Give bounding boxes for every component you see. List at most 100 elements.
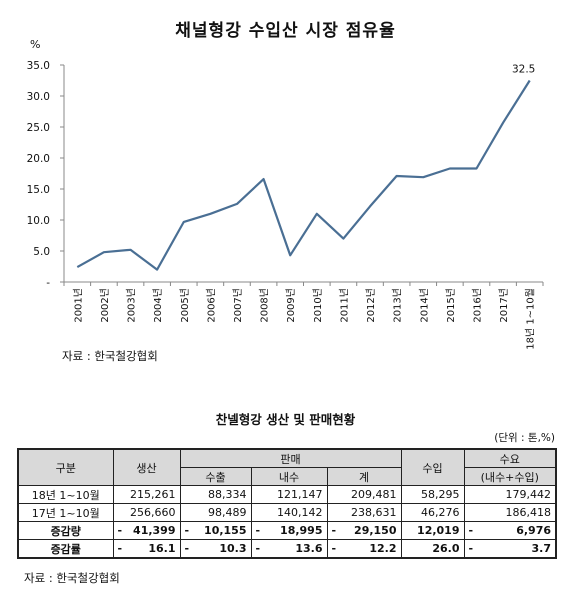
x-tick-label: 2012년: [365, 288, 377, 323]
production-sales-table: 구분 생산 판매 수입 수요 수출 내수 계 (내수+수입) 18년 1~10월…: [17, 448, 557, 559]
cell-export: 98,489: [179, 503, 252, 522]
row-label: 증감량: [17, 521, 114, 540]
cell-production: 256,660: [112, 503, 181, 522]
neg-sign: -: [255, 542, 261, 555]
cell-export: - 10,155: [179, 521, 252, 540]
x-tick-label: 2017년: [498, 288, 510, 323]
neg-sign: -: [184, 524, 190, 537]
cell-value: 18,995: [280, 524, 323, 537]
cell-value: 12.2: [369, 542, 397, 555]
x-axis: 2001년 2002년 2003년 2004년 2005년 2006년 2007년 2008년…: [63, 281, 544, 350]
x-tick-label: 2003년: [126, 288, 138, 323]
table-row: 증감량 -41,399 -10,155 -18,995 -29,150 12,0…: [17, 521, 557, 540]
x-tick-label: 2008년: [259, 288, 271, 323]
y-axis: % - 5.0 10.0 15.0 20.0 25.0 30.0 35.0: [27, 38, 65, 289]
y-tick-label: 15.0: [27, 184, 50, 196]
series-market-share: 32.5: [76, 64, 535, 271]
cell-demand: - 6,976: [463, 521, 557, 540]
x-tick-label: 2001년: [72, 288, 84, 323]
neg-sign: -: [468, 542, 474, 555]
x-tick-label: 2005년: [179, 288, 191, 323]
neg-sign: -: [117, 542, 123, 555]
cell-production: - 16.1: [112, 539, 181, 559]
y-tick-label: 35.0: [27, 60, 50, 72]
header-production: 생산: [112, 448, 181, 486]
y-tick-label: 20.0: [27, 153, 50, 165]
row-label: 17년 1~10월: [17, 503, 114, 522]
cell-value: 41,399: [133, 524, 176, 537]
cell-total: 209,481: [326, 485, 402, 504]
cell-export: 88,334: [179, 485, 252, 504]
neg-sign: -: [184, 542, 190, 555]
x-tick-label: 18년 1~10월: [525, 288, 537, 350]
cell-import: 26.0: [400, 539, 465, 559]
x-tick-label: 2009년: [285, 288, 297, 323]
header-total: 계: [326, 467, 402, 486]
data-label: 32.5: [512, 64, 535, 76]
chart-source: 자료 : 한국철강협회: [62, 349, 158, 363]
y-tick-label: -: [46, 277, 50, 289]
header-demand-sub: (내수+수입): [463, 467, 557, 486]
x-tick-label: 2004년: [152, 288, 164, 323]
header-domestic: 내수: [250, 467, 328, 486]
cell-domestic: - 18,995: [250, 521, 328, 540]
y-tick-label: 30.0: [27, 91, 50, 103]
cell-value: 3.7: [531, 542, 552, 555]
cell-domestic: 121,147: [250, 485, 328, 504]
x-tick-label: 2006년: [205, 288, 217, 323]
x-tick-label: 2015년: [445, 288, 457, 323]
cell-value: 6,976: [516, 524, 551, 537]
x-tick-label: 2016년: [471, 288, 483, 323]
x-tick-label: 2002년: [99, 288, 111, 323]
neg-sign: -: [468, 524, 474, 537]
header-export: 수출: [179, 467, 252, 486]
y-tick-label: 10.0: [27, 215, 50, 227]
neg-sign: -: [255, 524, 261, 537]
cell-value: 29,150: [354, 524, 397, 537]
y-tick-label: 5.0: [33, 246, 50, 258]
table-row: 증감률 -16.1 -10.3 -13.6 -12.2 26.0 -3.7: [17, 539, 557, 559]
cell-import: 46,276: [400, 503, 465, 522]
y-tick-label: 25.0: [27, 122, 50, 134]
neg-sign: -: [331, 542, 337, 555]
cell-production: 215,261: [112, 485, 181, 504]
cell-domestic: 140,142: [250, 503, 328, 522]
header-demand: 수요: [463, 448, 557, 468]
cell-domestic: - 13.6: [250, 539, 328, 559]
table-row: 18년 1~10월 215,261 88,334 121,147 209,481…: [17, 485, 557, 504]
cell-total: - 29,150: [326, 521, 402, 540]
table-unit: (단위 : 톤,%): [494, 432, 555, 444]
cell-demand: 179,442: [463, 485, 557, 504]
cell-total: 238,631: [326, 503, 402, 522]
neg-sign: -: [331, 524, 337, 537]
series-line: [76, 79, 531, 271]
row-label: 18년 1~10월: [17, 485, 114, 504]
header-import: 수입: [400, 448, 465, 486]
cell-demand: - 3.7: [463, 539, 557, 559]
x-tick-label: 2007년: [232, 288, 244, 323]
cell-total: - 12.2: [326, 539, 402, 559]
cell-value: 10,155: [204, 524, 247, 537]
cell-value: 13.6: [295, 542, 323, 555]
y-axis-label: %: [30, 38, 40, 51]
cell-import: 12,019: [400, 521, 465, 540]
x-tick-label: 2013년: [392, 288, 404, 323]
neg-sign: -: [117, 524, 123, 537]
x-tick-label: 2011년: [338, 288, 350, 323]
cell-import: 58,295: [400, 485, 465, 504]
header-category: 구분: [17, 448, 114, 486]
cell-production: -41,399: [112, 521, 181, 540]
cell-value: 10.3: [219, 542, 247, 555]
table-row: 17년 1~10월 256,660 98,489 140,142 238,631…: [17, 503, 557, 522]
cell-value: 16.1: [148, 542, 176, 555]
x-tick-label: 2014년: [418, 288, 430, 323]
header-sales: 판매: [179, 448, 402, 468]
row-label: 증감률: [17, 539, 114, 559]
table-title: 찬넬형강 생산 및 판매현황: [215, 412, 356, 427]
line-chart: % - 5.0 10.0 15.0 20.0 25.0 30.0 35.0 2001년 2002년…: [27, 38, 544, 350]
chart-title: 채널형강 수입산 시장 점유율: [175, 21, 396, 41]
x-tick-label: 2010년: [312, 288, 324, 323]
cell-demand: 186,418: [463, 503, 557, 522]
cell-export: - 10.3: [179, 539, 252, 559]
table-source: 자료 : 한국철강협회: [24, 571, 120, 585]
